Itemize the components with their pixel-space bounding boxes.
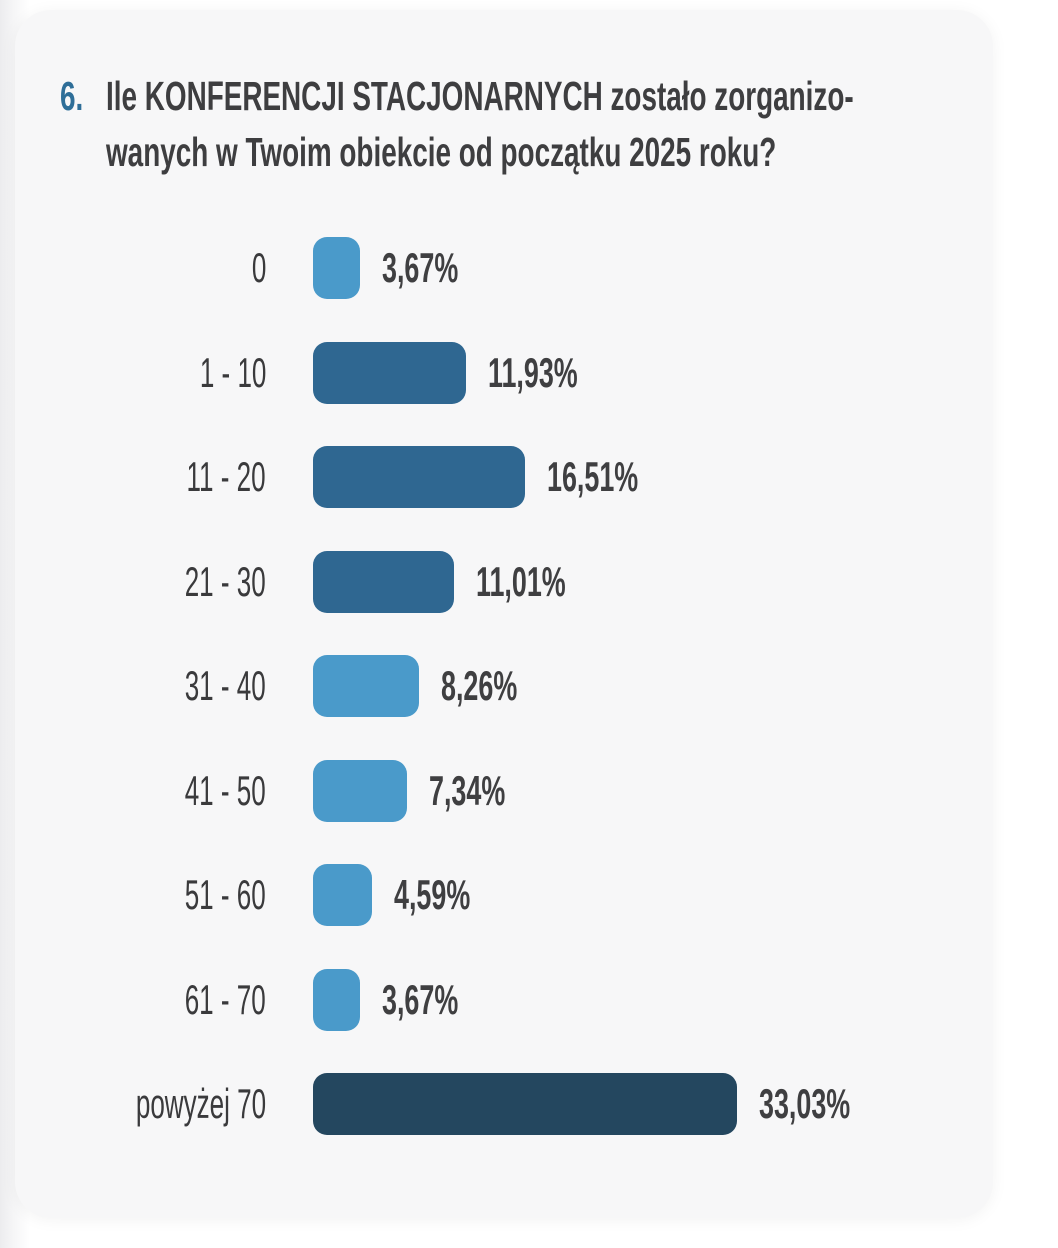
bar (313, 550, 454, 613)
chart-row: powyżej 70 33,03% (15, 1073, 993, 1135)
bar (313, 341, 466, 404)
survey-question-card: 6. Ile KONFERENCJI STACJONARNYCH zostało… (15, 10, 993, 1218)
category-label-text: 61 - 70 (184, 975, 266, 1023)
category-label: 21 - 30 (15, 558, 266, 606)
category-label: 11 - 20 (15, 453, 266, 501)
value-label-text: 3,67% (382, 244, 459, 291)
category-label: 1 - 10 (15, 349, 266, 397)
chart-row: 21 - 30 11,01% (15, 550, 993, 613)
value-label: 3,67% (382, 976, 501, 1024)
bar (313, 446, 525, 508)
chart-row: 61 - 70 3,67% (15, 968, 993, 1031)
category-label-text: 51 - 60 (184, 871, 266, 918)
value-label: 16,51% (547, 453, 689, 501)
bar (313, 864, 372, 926)
category-label-text: 21 - 30 (184, 557, 266, 605)
bar (313, 237, 360, 299)
question-title: 6. Ile KONFERENCJI STACJONARNYCH zostało… (60, 68, 960, 180)
value-label: 3,67% (382, 244, 501, 292)
value-label-text: 11,01% (476, 557, 566, 605)
chart-row: 31 - 40 8,26% (15, 655, 993, 717)
chart-row: 51 - 60 4,59% (15, 864, 993, 926)
value-label-text: 16,51% (547, 453, 639, 500)
chart-row: 41 - 50 7,34% (15, 759, 993, 822)
bar (313, 655, 419, 717)
category-label-text: 0 (251, 244, 266, 291)
question-title-text: Ile KONFERENCJI STACJONARNYCH zostało zo… (106, 68, 1058, 180)
question-number: 6. (60, 73, 84, 119)
category-label: 41 - 50 (15, 767, 266, 815)
category-label-text: powyżej 70 (135, 1080, 266, 1127)
value-label: 33,03% (759, 1080, 901, 1128)
category-label-text: 1 - 10 (199, 348, 266, 396)
value-label-text: 3,67% (382, 975, 459, 1023)
category-label: powyżej 70 (15, 1080, 266, 1128)
value-label-text: 33,03% (759, 1080, 851, 1127)
bar (313, 759, 407, 822)
question-number-cell: 6. (60, 68, 106, 124)
category-label: 51 - 60 (15, 871, 266, 919)
value-label: 11,93% (488, 349, 628, 397)
value-label-text: 7,34% (429, 766, 506, 814)
category-label-text: 41 - 50 (184, 766, 266, 814)
chart-row: 11 - 20 16,51% (15, 446, 993, 508)
bar-chart: 0 3,67% 1 - 10 11,93% 11 - 20 16,51% 21 - 30 11… (15, 237, 993, 1135)
chart-row: 1 - 10 11,93% (15, 341, 993, 404)
value-label: 8,26% (441, 662, 560, 710)
category-label: 0 (15, 244, 266, 292)
question-title-line2: wanych w Twoim obiekcie od początku 2025… (106, 129, 777, 175)
value-label-text: 11,93% (488, 348, 578, 396)
category-label-text: 11 - 20 (186, 453, 266, 500)
bar (313, 968, 360, 1031)
bar (313, 1073, 737, 1135)
chart-row: 0 3,67% (15, 237, 993, 299)
value-label: 7,34% (429, 767, 548, 815)
value-label: 4,59% (394, 871, 513, 919)
value-label-text: 8,26% (441, 662, 518, 709)
value-label: 11,01% (476, 558, 616, 606)
category-label: 31 - 40 (15, 662, 266, 710)
value-label-text: 4,59% (394, 871, 471, 918)
category-label: 61 - 70 (15, 976, 266, 1024)
question-title-line1: Ile KONFERENCJI STACJONARNYCH zostało zo… (106, 73, 854, 119)
category-label-text: 31 - 40 (184, 662, 266, 709)
